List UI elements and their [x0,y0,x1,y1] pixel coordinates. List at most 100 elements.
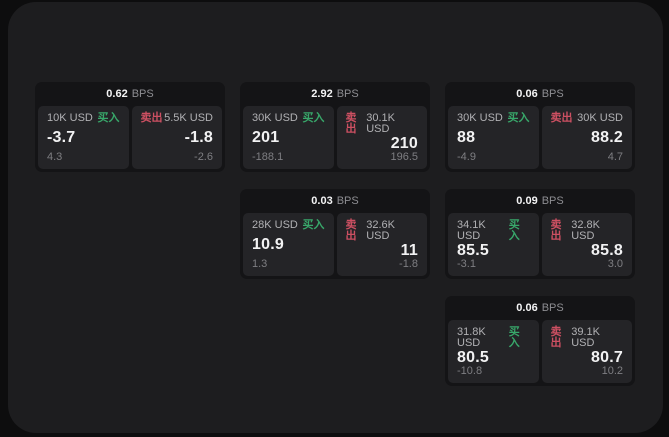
sell-panel[interactable]: 卖出 30K USD 88.2 4.7 [541,106,632,169]
buy-size-label: 10K USD [47,112,93,124]
bps-spread-value: 0.09 [516,194,538,207]
card-body: 28K USD 买入 10.9 1.3 卖出 32.6K USD 11 -1.8 [240,213,430,279]
card-body: 34.1K USD 买入 85.5 -3.1 卖出 32.8K USD 85.8… [445,213,635,279]
sell-panel[interactable]: 卖出 32.6K USD 11 -1.8 [336,213,427,276]
card-header: 0.62 BPS [35,82,225,106]
buy-panel-header: 30K USD 买入 [252,113,325,124]
bps-spread-value: 0.06 [516,301,538,314]
bps-unit-label: BPS [131,87,154,100]
card-header: 0.09 BPS [445,189,635,213]
sell-size-label: 39.1K USD [571,326,600,349]
sell-price-value: 88.2 [591,129,623,146]
sell-tag: 卖出 [345,112,357,135]
sell-panel-header: 卖出 5.5K USD [141,113,214,124]
buy-size-label: 28K USD [252,219,298,231]
sell-size-label: 30.1K USD [366,112,395,135]
sell-price-value: 80.7 [591,348,623,366]
buy-panel-header: 34.1K USD 买入 [457,220,530,242]
sell-price-value: -1.8 [184,129,213,146]
sell-delta-value: 196.5 [390,151,418,163]
sell-size-label: 5.5K USD [164,112,213,124]
bps-unit-label: BPS [541,87,564,100]
bps-unit-label: BPS [541,301,564,314]
buy-delta-value: 1.3 [252,258,268,270]
quote-card[interactable]: 0.03 BPS 28K USD 买入 10.9 1.3 卖出 32.6K US… [240,189,430,279]
sell-panel[interactable]: 卖出 32.8K USD 85.8 3.0 [541,213,632,276]
card-header: 0.03 BPS [240,189,430,213]
sell-panel-header: 卖出 32.8K USD [551,220,624,242]
buy-panel-header: 10K USD 买入 [47,113,120,124]
sell-price-value: 11 [400,241,418,259]
sell-tag: 卖出 [550,112,573,124]
quote-cards-grid: 0.62 BPS 10K USD 买入 -3.7 4.3 卖出 5.5K USD… [35,82,635,386]
sell-tag: 卖出 [550,326,562,349]
quote-card[interactable]: 2.92 BPS 30K USD 买入 201 -188.1 卖出 30.1K … [240,82,430,172]
sell-delta-value: -1.8 [399,258,418,270]
quote-card[interactable]: 0.06 BPS 30K USD 买入 88 -4.9 卖出 30K USD 8… [445,82,635,172]
buy-tag: 买入 [508,326,520,349]
sell-delta-value: 4.7 [607,151,623,163]
buy-delta-value: -10.8 [457,365,483,377]
quote-card[interactable]: 0.06 BPS 31.8K USD 买入 80.5 -10.8 卖出 39.1… [445,296,635,386]
bps-unit-label: BPS [336,87,359,100]
buy-size-label: 31.8K USD [457,326,486,349]
buy-price-value: 10.9 [252,236,284,253]
buy-panel[interactable]: 34.1K USD 买入 85.5 -3.1 [448,213,539,276]
sell-size-label: 32.8K USD [571,219,600,242]
buy-tag: 买入 [302,112,325,124]
buy-price-value: 88 [457,129,476,146]
card-header: 2.92 BPS [240,82,430,106]
sell-tag: 卖出 [345,219,357,242]
sell-panel[interactable]: 卖出 39.1K USD 80.7 10.2 [541,320,632,383]
buy-price-value: 201 [252,129,280,146]
bps-spread-value: 0.06 [516,87,538,100]
buy-delta-value: -4.9 [457,151,476,163]
buy-panel[interactable]: 30K USD 买入 88 -4.9 [448,106,539,169]
sell-panel-header: 卖出 32.6K USD [346,220,419,242]
sell-panel[interactable]: 卖出 5.5K USD -1.8 -2.6 [131,106,222,169]
buy-tag: 买入 [508,219,520,242]
buy-panel-header: 28K USD 买入 [252,220,325,231]
buy-tag: 买入 [302,219,325,231]
card-body: 30K USD 买入 88 -4.9 卖出 30K USD 88.2 4.7 [445,106,635,172]
buy-panel-header: 31.8K USD 买入 [457,327,530,349]
card-body: 30K USD 买入 201 -188.1 卖出 30.1K USD 210 1… [240,106,430,172]
sell-size-label: 30K USD [577,112,623,124]
buy-panel[interactable]: 31.8K USD 买入 80.5 -10.8 [448,320,539,383]
buy-price-value: 85.5 [457,241,489,259]
buy-panel[interactable]: 28K USD 买入 10.9 1.3 [243,213,334,276]
buy-panel-header: 30K USD 买入 [457,113,530,124]
quote-card[interactable]: 0.62 BPS 10K USD 买入 -3.7 4.3 卖出 5.5K USD… [35,82,225,172]
sell-delta-value: 3.0 [607,258,623,270]
sell-panel[interactable]: 卖出 30.1K USD 210 196.5 [336,106,427,169]
sell-size-label: 32.6K USD [366,219,395,242]
buy-panel[interactable]: 10K USD 买入 -3.7 4.3 [38,106,129,169]
buy-price-value: -3.7 [47,129,76,146]
buy-price-value: 80.5 [457,348,489,366]
card-body: 31.8K USD 买入 80.5 -10.8 卖出 39.1K USD 80.… [445,320,635,386]
sell-panel-header: 卖出 39.1K USD [551,327,624,349]
sell-delta-value: -2.6 [194,151,213,163]
sell-panel-header: 卖出 30K USD [551,113,624,124]
buy-delta-value: -3.1 [457,258,476,270]
sell-tag: 卖出 [140,112,163,124]
buy-tag: 买入 [507,112,530,124]
buy-panel[interactable]: 30K USD 买入 201 -188.1 [243,106,334,169]
sell-price-value: 85.8 [591,241,623,259]
buy-size-label: 34.1K USD [457,219,486,242]
sell-tag: 卖出 [550,219,562,242]
buy-size-label: 30K USD [252,112,298,124]
bps-spread-value: 0.03 [311,194,333,207]
buy-delta-value: 4.3 [47,151,63,163]
bps-unit-label: BPS [336,194,359,207]
card-body: 10K USD 买入 -3.7 4.3 卖出 5.5K USD -1.8 -2.… [35,106,225,172]
bps-unit-label: BPS [541,194,564,207]
card-header: 0.06 BPS [445,296,635,320]
main-panel: 0.62 BPS 10K USD 买入 -3.7 4.3 卖出 5.5K USD… [8,2,663,433]
buy-delta-value: -188.1 [252,151,284,163]
buy-size-label: 30K USD [457,112,503,124]
quote-card[interactable]: 0.09 BPS 34.1K USD 买入 85.5 -3.1 卖出 32.8K… [445,189,635,279]
buy-tag: 买入 [97,112,120,124]
sell-price-value: 210 [390,134,418,152]
